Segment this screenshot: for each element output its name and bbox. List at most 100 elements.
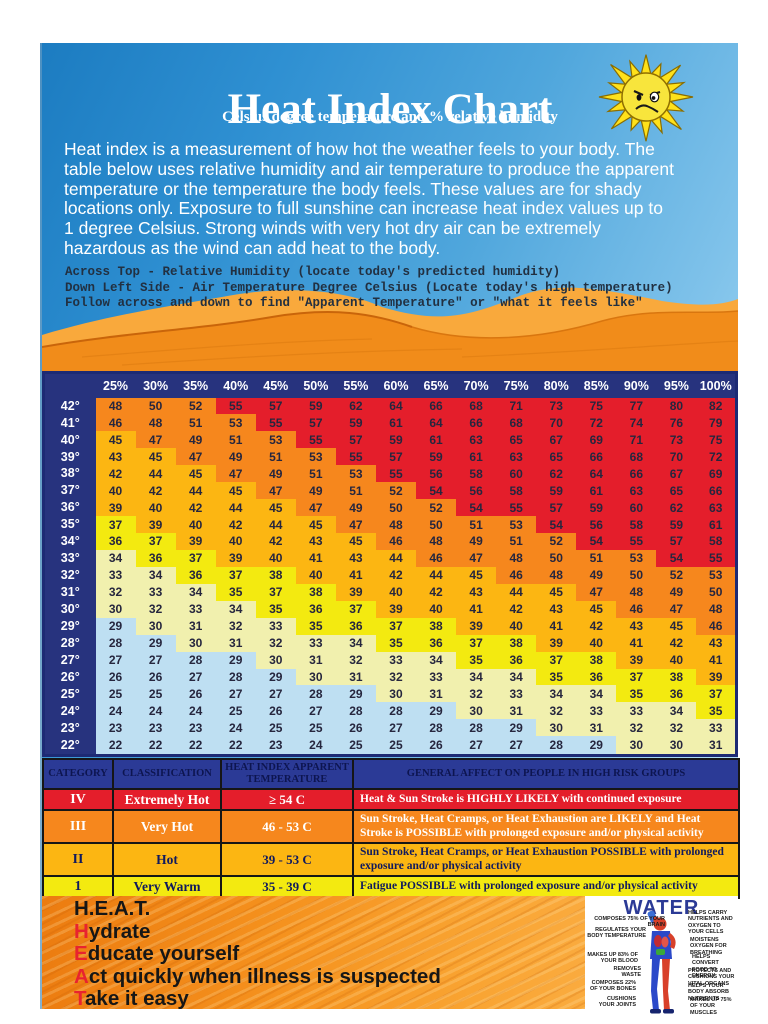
- heat-index-cell: 40: [175, 516, 216, 533]
- heat-index-cell: 25: [215, 702, 256, 720]
- heat-index-cell: 30: [135, 617, 176, 635]
- heat-index-cell: 60: [616, 499, 657, 517]
- temperature-row-label: 40°: [43, 431, 96, 449]
- heat-index-cell: 42: [656, 634, 697, 652]
- heat-index-cell: 59: [375, 431, 416, 449]
- heat-index-cell: 73: [536, 397, 577, 415]
- heat-tip-initial: T: [74, 987, 86, 1011]
- temperature-range-cell: ≥ 54 C: [220, 788, 354, 812]
- heat-index-cell: 29: [255, 668, 296, 686]
- heat-index-cell: 65: [496, 431, 537, 449]
- heat-index-cell: 48: [496, 549, 537, 567]
- heat-table-row: 37° 40 42 44 45 47 49 51 52 54 56 58 59 61 63 65 66: [43, 482, 737, 500]
- heat-index-cell: 41: [536, 617, 577, 635]
- heat-index-cell: 48: [95, 397, 136, 415]
- heat-table-row: 29° 29 30 31 32 33 35 36 37 38 39 40 41 42 43 45 46: [43, 617, 737, 635]
- heat-index-cell: 55: [496, 499, 537, 517]
- temperature-row-label: 23°: [43, 719, 96, 737]
- heat-index-cell: 28: [456, 719, 497, 737]
- heat-index-cell: 33: [576, 702, 617, 720]
- heat-index-cell: 36: [175, 566, 216, 584]
- heat-table-row: 39° 43 45 47 49 51 53 55 57 59 61 63 65 66 68 70 72: [43, 448, 737, 466]
- intro-line: 1 degree Celsius. Strong winds with very…: [64, 218, 601, 239]
- water-label-right: MOISTENS OXYGEN FOR BREATHING: [690, 937, 727, 956]
- heat-index-cell: 66: [456, 414, 497, 432]
- heat-index-cell: 33: [295, 634, 336, 652]
- heat-index-cell: 34: [576, 685, 617, 703]
- heat-index-cell: 31: [215, 634, 256, 652]
- heat-index-cell: 59: [536, 482, 577, 500]
- heat-index-cell: 45: [456, 566, 497, 584]
- heat-index-cell: 24: [295, 736, 336, 756]
- category-header-cell: GENERAL AFFECT ON PEOPLE IN HIGH RISK GR…: [352, 757, 740, 791]
- heat-index-cell: 70: [536, 414, 577, 432]
- heat-tip-line: Act quickly when illness is suspected: [74, 965, 441, 989]
- heat-index-cell: 44: [135, 465, 176, 483]
- category-cell: IV: [42, 788, 114, 812]
- heat-index-cell: 42: [175, 499, 216, 517]
- heat-index-cell: 49: [656, 583, 697, 601]
- classification-cell: Very Hot: [112, 809, 222, 845]
- category-cell: II: [42, 842, 114, 878]
- heat-index-cell: 42: [255, 533, 296, 550]
- page-title: Heat Index Chart: [227, 85, 553, 133]
- heat-index-cell: 42: [135, 482, 176, 500]
- water-infographic-panel: WATER COMPOSES 75% OF YOUR BRAIN REGULATE…: [585, 896, 738, 1018]
- heat-index-cell: 55: [335, 448, 376, 466]
- heat-index-cell: 71: [616, 431, 657, 449]
- heat-index-cell: 25: [255, 719, 296, 737]
- heat-index-cell: 43: [696, 634, 737, 652]
- effect-cell: Sun Stroke, Heat Cramps, or Heat Exhaust…: [352, 842, 740, 878]
- instruction-line: Across Top - Relative Humidity (locate t…: [65, 265, 561, 279]
- heat-index-cell: 26: [95, 668, 136, 686]
- heat-index-cell: 69: [576, 431, 617, 449]
- heat-index-cell: 30: [375, 685, 416, 703]
- heat-index-cell: 38: [295, 583, 336, 601]
- heat-tip-line: Educate yourself: [74, 942, 441, 966]
- heat-index-cell: 24: [175, 702, 216, 720]
- heat-tip-line: Hydrate: [74, 920, 441, 944]
- heat-index-cell: 51: [175, 414, 216, 432]
- heat-index-cell: 65: [536, 448, 577, 466]
- heat-index-cell: 56: [456, 482, 497, 500]
- heat-index-cell: 41: [456, 600, 497, 618]
- heat-index-cell: 52: [656, 566, 697, 584]
- heat-index-cell: 58: [616, 516, 657, 533]
- heat-table-row: 28° 28 29 30 31 32 33 34 35 36 37 38 39 40 41 42 43: [43, 634, 737, 652]
- heat-index-cell: 54: [416, 482, 457, 500]
- heat-index-cell: 66: [616, 465, 657, 483]
- heat-index-cell: 26: [135, 668, 176, 686]
- heat-index-cell: 61: [416, 431, 457, 449]
- heat-index-cell: 56: [576, 516, 617, 533]
- heat-index-cell: 57: [375, 448, 416, 466]
- heat-index-cell: 31: [416, 685, 457, 703]
- heat-index-cell: 62: [536, 465, 577, 483]
- heat-index-cell: 69: [696, 465, 737, 483]
- water-label-left: CUSHIONS YOUR JOINTS: [598, 996, 636, 1009]
- page-subtitle: Celsius degree temperature and % relativ…: [222, 109, 558, 125]
- heat-acronym-heading: H.E.A.T.: [74, 897, 151, 920]
- heat-index-cell: 29: [496, 719, 537, 737]
- temperature-row-label: 37°: [43, 482, 96, 500]
- humidity-header-cell: 45%: [255, 372, 296, 398]
- category-row: IV Extremely Hot ≥ 54 C Heat & Sun Stroke i…: [42, 788, 740, 812]
- heat-index-cell: 32: [335, 651, 376, 669]
- intro-line: Heat index is a measurement of how hot t…: [64, 139, 655, 159]
- heat-index-cell: 45: [335, 533, 376, 550]
- heat-table-row: 35° 37 39 40 42 44 45 47 48 50 51 53 54 56 58 59 61: [43, 516, 737, 533]
- water-label-left: COMPOSES 22% OF YOUR BONES: [589, 980, 636, 993]
- dunes-illustration: [42, 287, 738, 371]
- heat-index-cell: 48: [536, 566, 577, 584]
- humidity-header-cell: 75%: [496, 372, 537, 398]
- heat-index-cell: 23: [135, 719, 176, 737]
- heat-index-cell: 48: [696, 600, 737, 618]
- category-cell: III: [42, 809, 114, 845]
- water-figure-illustration: [647, 911, 676, 1014]
- heat-table-row: 42° 48 50 52 55 57 59 62 64 66 68 71 73 75 77 80 82: [43, 397, 737, 415]
- heat-index-cell: 39: [536, 634, 577, 652]
- temperature-row-label: 34°: [43, 533, 96, 550]
- category-row: III Very Hot 46 - 53 C Sun Stroke, Heat Cra…: [42, 809, 740, 845]
- category-header-cell: HEAT INDEX APPARENT TEMPERATURE: [220, 757, 354, 791]
- heat-table-row: 24° 24 24 24 25 26 27 28 28 29 30 31 32 33 33 34 35: [43, 702, 737, 720]
- classification-cell: Very Warm: [112, 875, 222, 900]
